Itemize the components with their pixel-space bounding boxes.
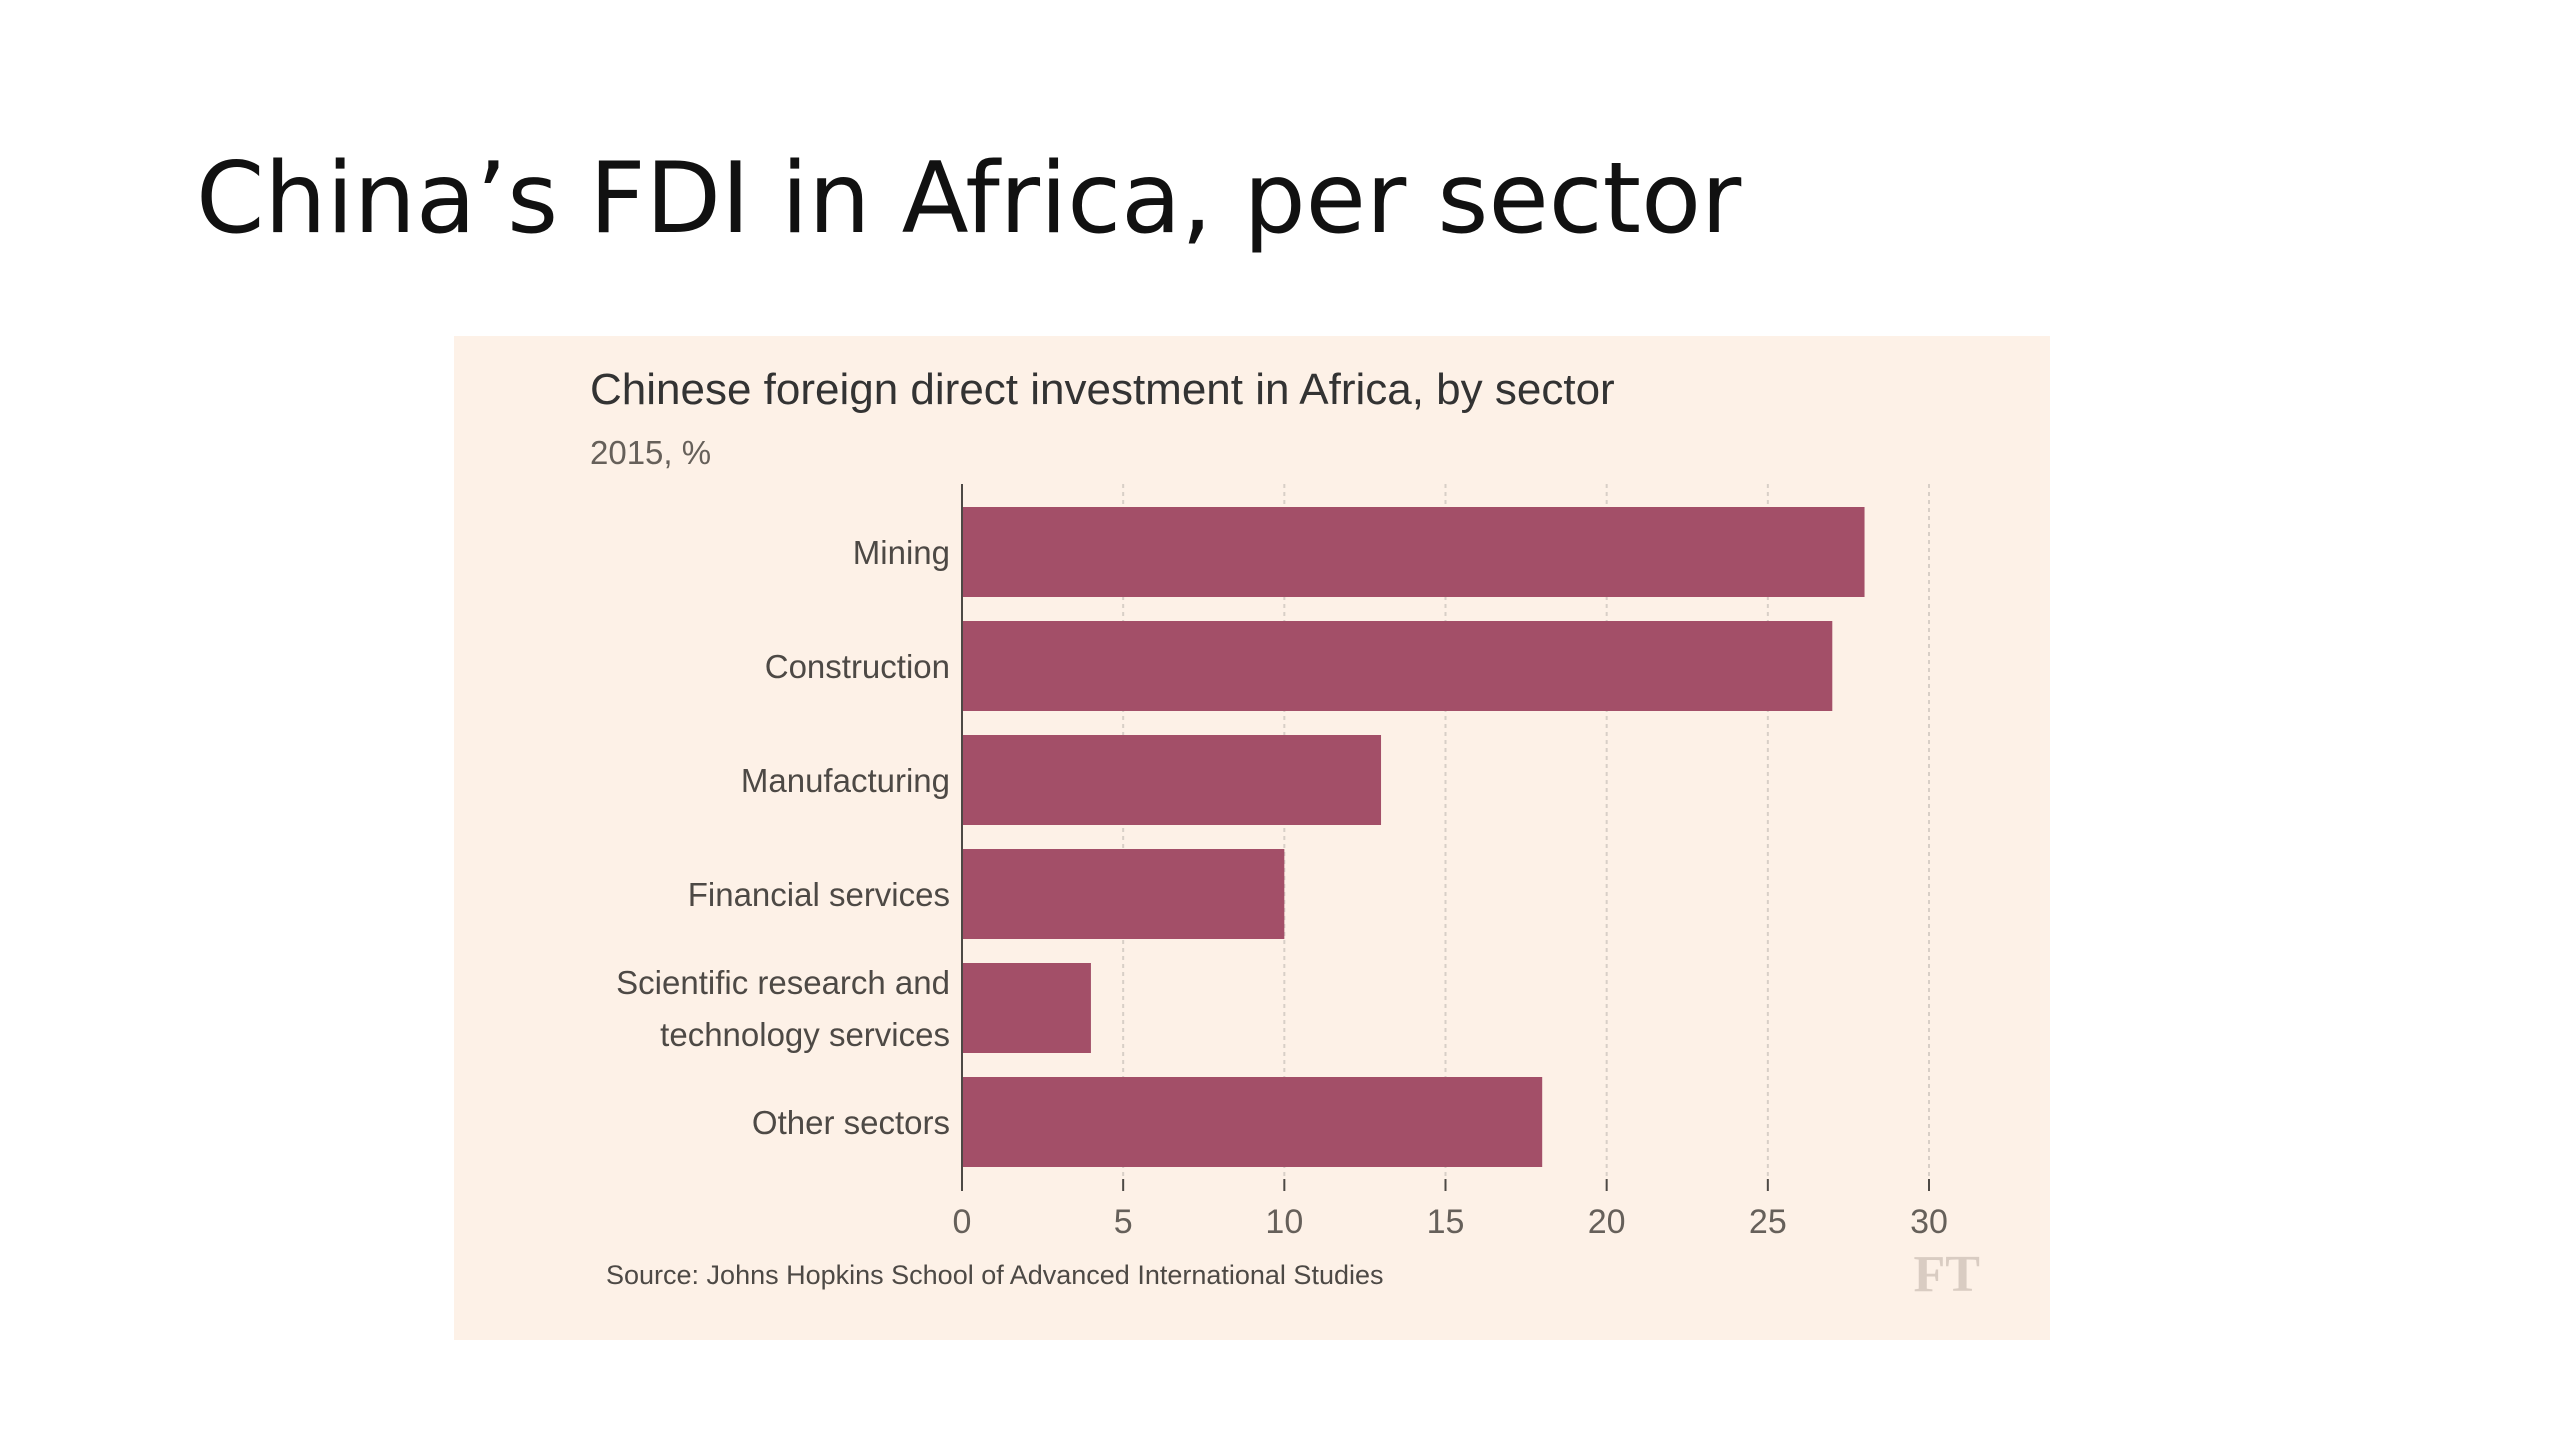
category-labels: Mining Construction Manufacturing Financial…: [616, 534, 950, 1141]
category-label: Other sectors: [752, 1104, 950, 1141]
bar: [962, 849, 1285, 939]
category-label: Manufacturing: [741, 762, 950, 799]
x-tick-label: 30: [1910, 1203, 1948, 1241]
category-label: Financial services: [688, 876, 950, 913]
bar: [962, 735, 1382, 825]
x-tick-label: 0: [953, 1203, 972, 1241]
x-tick-label: 5: [1114, 1203, 1133, 1241]
slide-title: China’s FDI in Africa, per sector: [196, 142, 1742, 256]
x-tick-label: 10: [1265, 1203, 1303, 1241]
bar: [962, 621, 1833, 711]
chart-subtitle: 2015, %: [590, 434, 711, 471]
category-label: Scientific research and: [616, 964, 950, 1001]
category-label: Construction: [765, 648, 950, 685]
category-label: technology services: [660, 1016, 950, 1053]
chart-panel: Chinese foreign direct investment in Afr…: [454, 336, 2050, 1340]
bars: [962, 507, 1865, 1167]
category-label: Mining: [853, 534, 950, 571]
source-note: Source: Johns Hopkins School of Advanced…: [606, 1260, 1384, 1290]
bar: [962, 963, 1091, 1053]
ft-logo: FT: [1914, 1246, 1980, 1303]
x-axis-ticks: 0 5 10 15 20 25 30: [953, 1179, 1948, 1241]
chart-title: Chinese foreign direct investment in Afr…: [590, 365, 1615, 414]
bar: [962, 507, 1865, 597]
x-tick-label: 15: [1427, 1203, 1465, 1241]
bar: [962, 1077, 1543, 1167]
x-tick-label: 20: [1588, 1203, 1626, 1241]
x-tick-label: 25: [1749, 1203, 1787, 1241]
grid-lines: [1122, 484, 1930, 1179]
bar-chart: Chinese foreign direct investment in Afr…: [590, 365, 1980, 1303]
